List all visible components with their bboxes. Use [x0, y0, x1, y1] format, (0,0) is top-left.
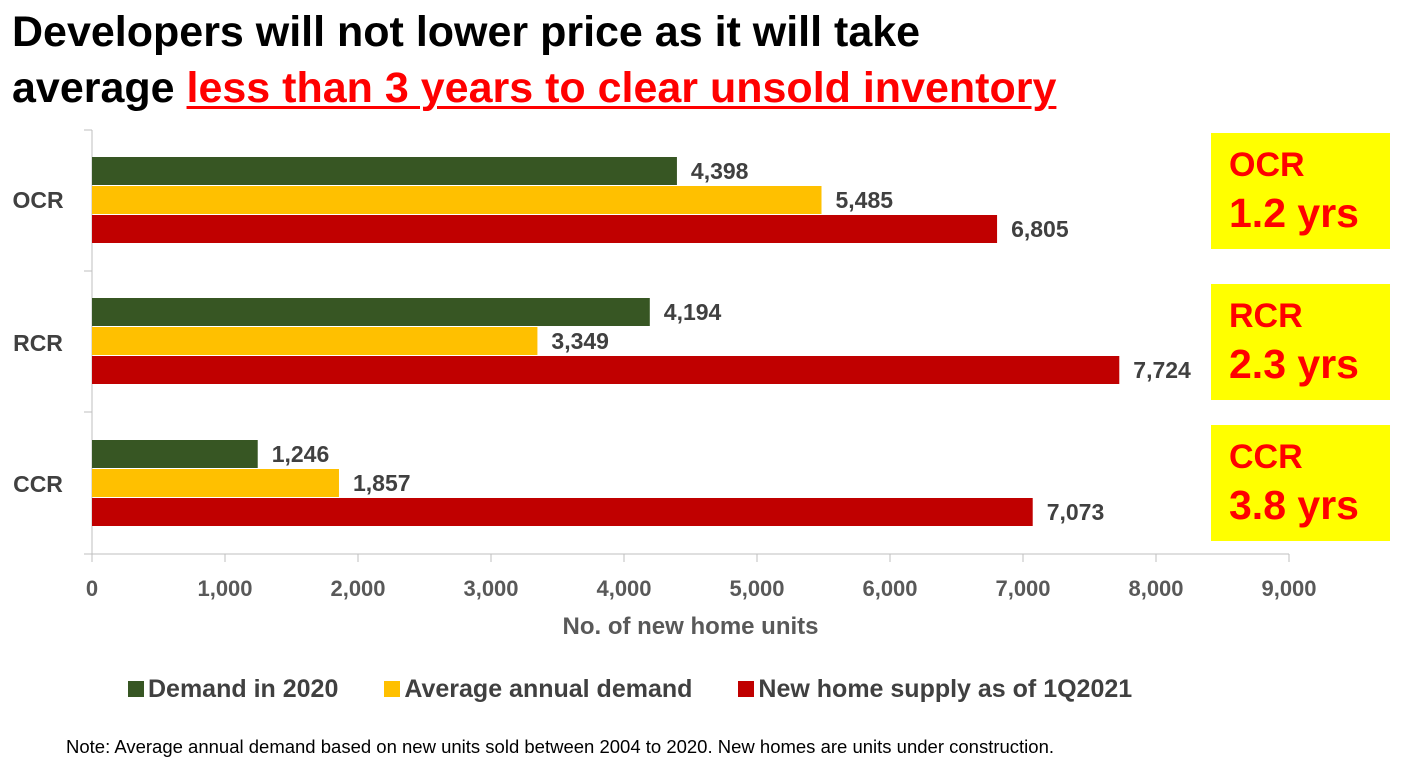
x-tick-label: 6,000	[862, 576, 917, 601]
title-line-1: Developers will not lower price as it wi…	[12, 8, 921, 56]
title-line-2: average less than 3 years to clear unsol…	[12, 60, 1392, 116]
data-label: 1,246	[272, 441, 330, 467]
x-tick-label: 5,000	[729, 576, 784, 601]
x-tick-label: 8,000	[1128, 576, 1183, 601]
category-label: RCR	[13, 330, 63, 356]
x-tick-label: 9,000	[1261, 576, 1316, 601]
x-tick-label: 3,000	[463, 576, 518, 601]
data-label: 4,398	[691, 158, 749, 184]
legend-swatch	[384, 681, 401, 697]
legend-label: Demand in 2020	[148, 674, 339, 703]
clearance-region: RCR	[1229, 297, 1303, 335]
x-tick-label: 1,000	[197, 576, 252, 601]
legend-item-demand-2020: Demand in 2020	[128, 675, 338, 704]
data-label: 1,857	[353, 470, 411, 496]
x-tick-label: 0	[86, 576, 98, 601]
bar	[92, 498, 1033, 526]
data-label: 4,194	[664, 299, 722, 325]
bar	[92, 186, 822, 214]
x-tick-label: 7,000	[995, 576, 1050, 601]
x-tick-label: 4,000	[596, 576, 651, 601]
legend-swatch	[128, 681, 144, 697]
x-axis-label: No. of new home units	[563, 613, 819, 640]
legend-swatch	[738, 681, 755, 697]
legend-label: Average annual demand	[404, 674, 693, 703]
clearance-region: OCR	[1229, 146, 1305, 184]
x-tick-label: 2,000	[330, 576, 385, 601]
bar	[92, 469, 339, 497]
data-label: 3,349	[551, 328, 609, 354]
clearance-region: CCR	[1229, 438, 1303, 476]
data-label: 5,485	[836, 187, 894, 213]
bar	[92, 215, 998, 243]
clearance-years: 1.2 yrs	[1229, 190, 1359, 236]
clearance-years: 2.3 yrs	[1229, 341, 1359, 387]
category-label: CCR	[13, 471, 63, 497]
legend-item-new-home-supply: New home supply as of 1Q2021	[738, 675, 1132, 704]
footnote: Note: Average annual demand based on new…	[66, 736, 1055, 757]
clearance-box-rcr: RCR 2.3 yrs	[1211, 284, 1390, 400]
legend-label: New home supply as of 1Q2021	[758, 674, 1133, 703]
bar	[92, 327, 538, 355]
clearance-box-ccr: CCR 3.8 yrs	[1211, 425, 1390, 541]
chart-title: Developers will not lower price as it wi…	[12, 4, 1392, 116]
category-label: OCR	[12, 187, 64, 213]
data-label: 6,805	[1011, 216, 1069, 242]
bar	[92, 298, 650, 326]
data-label: 7,724	[1133, 357, 1191, 383]
bar	[92, 356, 1120, 384]
clearance-box-ocr: OCR 1.2 yrs	[1211, 133, 1390, 249]
clearance-years: 3.8 yrs	[1229, 482, 1359, 528]
title-highlight: less than 3 years to clear unsold invent…	[186, 64, 1057, 112]
data-label: 7,073	[1047, 499, 1105, 525]
bar	[92, 440, 258, 468]
title-line-2-prefix: average	[12, 64, 187, 112]
bar	[92, 157, 677, 185]
legend-item-average-annual-demand: Average annual demand	[384, 675, 692, 704]
chart-legend: Demand in 2020 Average annual demand New…	[128, 674, 1178, 704]
